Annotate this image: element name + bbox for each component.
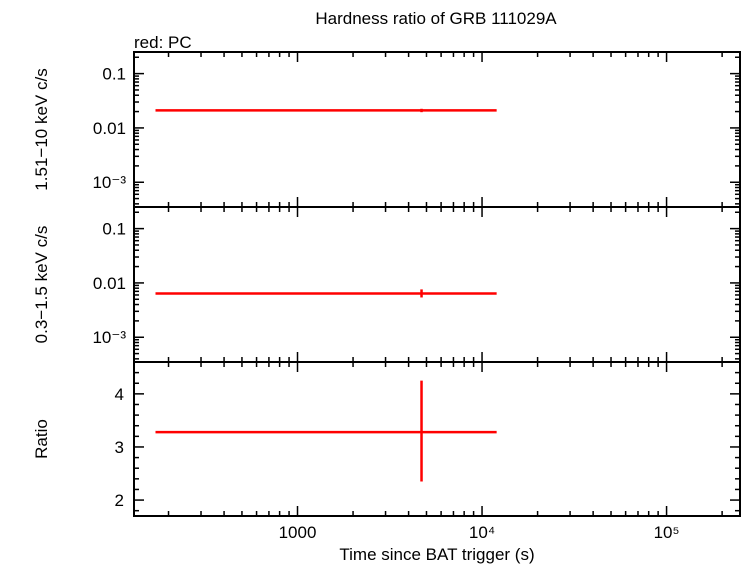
y-tick-label: 4 [115, 385, 124, 404]
y-axis-label-soft: 0.3−1.5 keV c/s [32, 226, 51, 344]
y-axis-label-ratio: Ratio [32, 419, 51, 459]
y-tick-label: 10⁻³ [92, 328, 126, 347]
y-axis-label-hard: 1.51−10 keV c/s [32, 68, 51, 190]
y-tick-label: 0.1 [102, 220, 126, 239]
panel-frame-soft [133, 206, 741, 363]
x-axis-label: Time since BAT trigger (s) [339, 545, 534, 564]
chart-subtitle: red: PC [134, 33, 192, 52]
y-tick-label: 0.01 [93, 119, 126, 138]
y-tick-label: 0.01 [93, 274, 126, 293]
y-tick-label: 2 [115, 491, 124, 510]
panel-frame-hard [133, 51, 741, 208]
y-tick-label: 10⁻³ [92, 173, 126, 192]
chart-title: Hardness ratio of GRB 111029A [315, 9, 557, 28]
y-tick-label: 0.1 [102, 65, 126, 84]
panel-frame-ratio [133, 361, 741, 517]
x-tick-label: 10⁴ [469, 523, 495, 542]
y-tick-label: 3 [115, 438, 124, 457]
x-tick-label: 1000 [279, 523, 317, 542]
x-tick-label: 10⁵ [654, 523, 680, 542]
